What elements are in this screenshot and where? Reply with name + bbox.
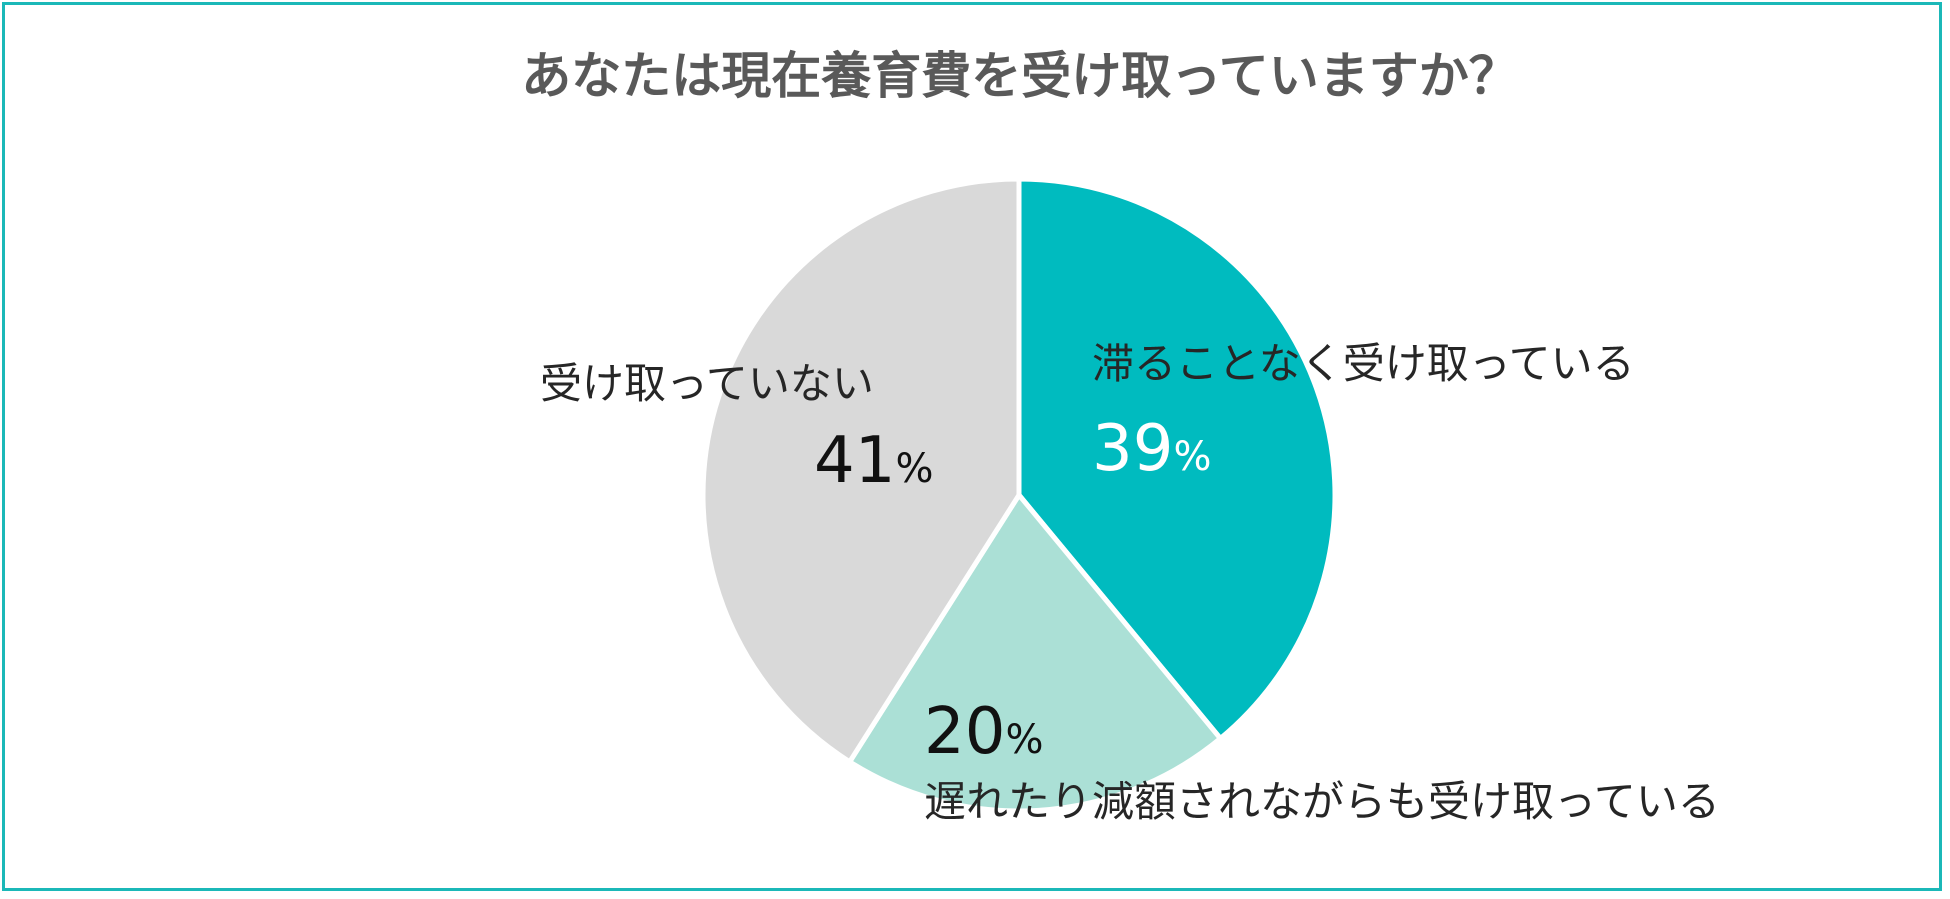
slice-value-number: 41 [814, 424, 895, 498]
chart-title: あなたは現在養育費を受け取っていますか？ [521, 47, 1519, 105]
slice-value-number: 39 [1092, 412, 1173, 486]
slice-label-not-receiving: 受け取っていない [540, 359, 874, 408]
slice-value-unit: % [1173, 434, 1211, 480]
slice-value-unit: % [1005, 717, 1043, 763]
slice-value-not-receiving: 41% [814, 424, 933, 498]
slice-not-receiving [700, 176, 1022, 765]
slice-label-receiving-with-delays: 遅れたり減額されながらも受け取っている [924, 777, 1720, 826]
slice-receiving-with-delays [847, 492, 1223, 814]
slice-label-receiving-without-delay: 滞ることなく受け取っている [1092, 339, 1635, 388]
slice-receiving-without-delay [1016, 176, 1338, 741]
pie-slices [700, 176, 1338, 814]
slice-value-number: 20 [924, 695, 1005, 769]
slice-value-receiving-with-delays: 20% [924, 695, 1043, 769]
slice-value-receiving-without-delay: 39% [1092, 412, 1211, 486]
slice-value-unit: % [895, 446, 933, 492]
